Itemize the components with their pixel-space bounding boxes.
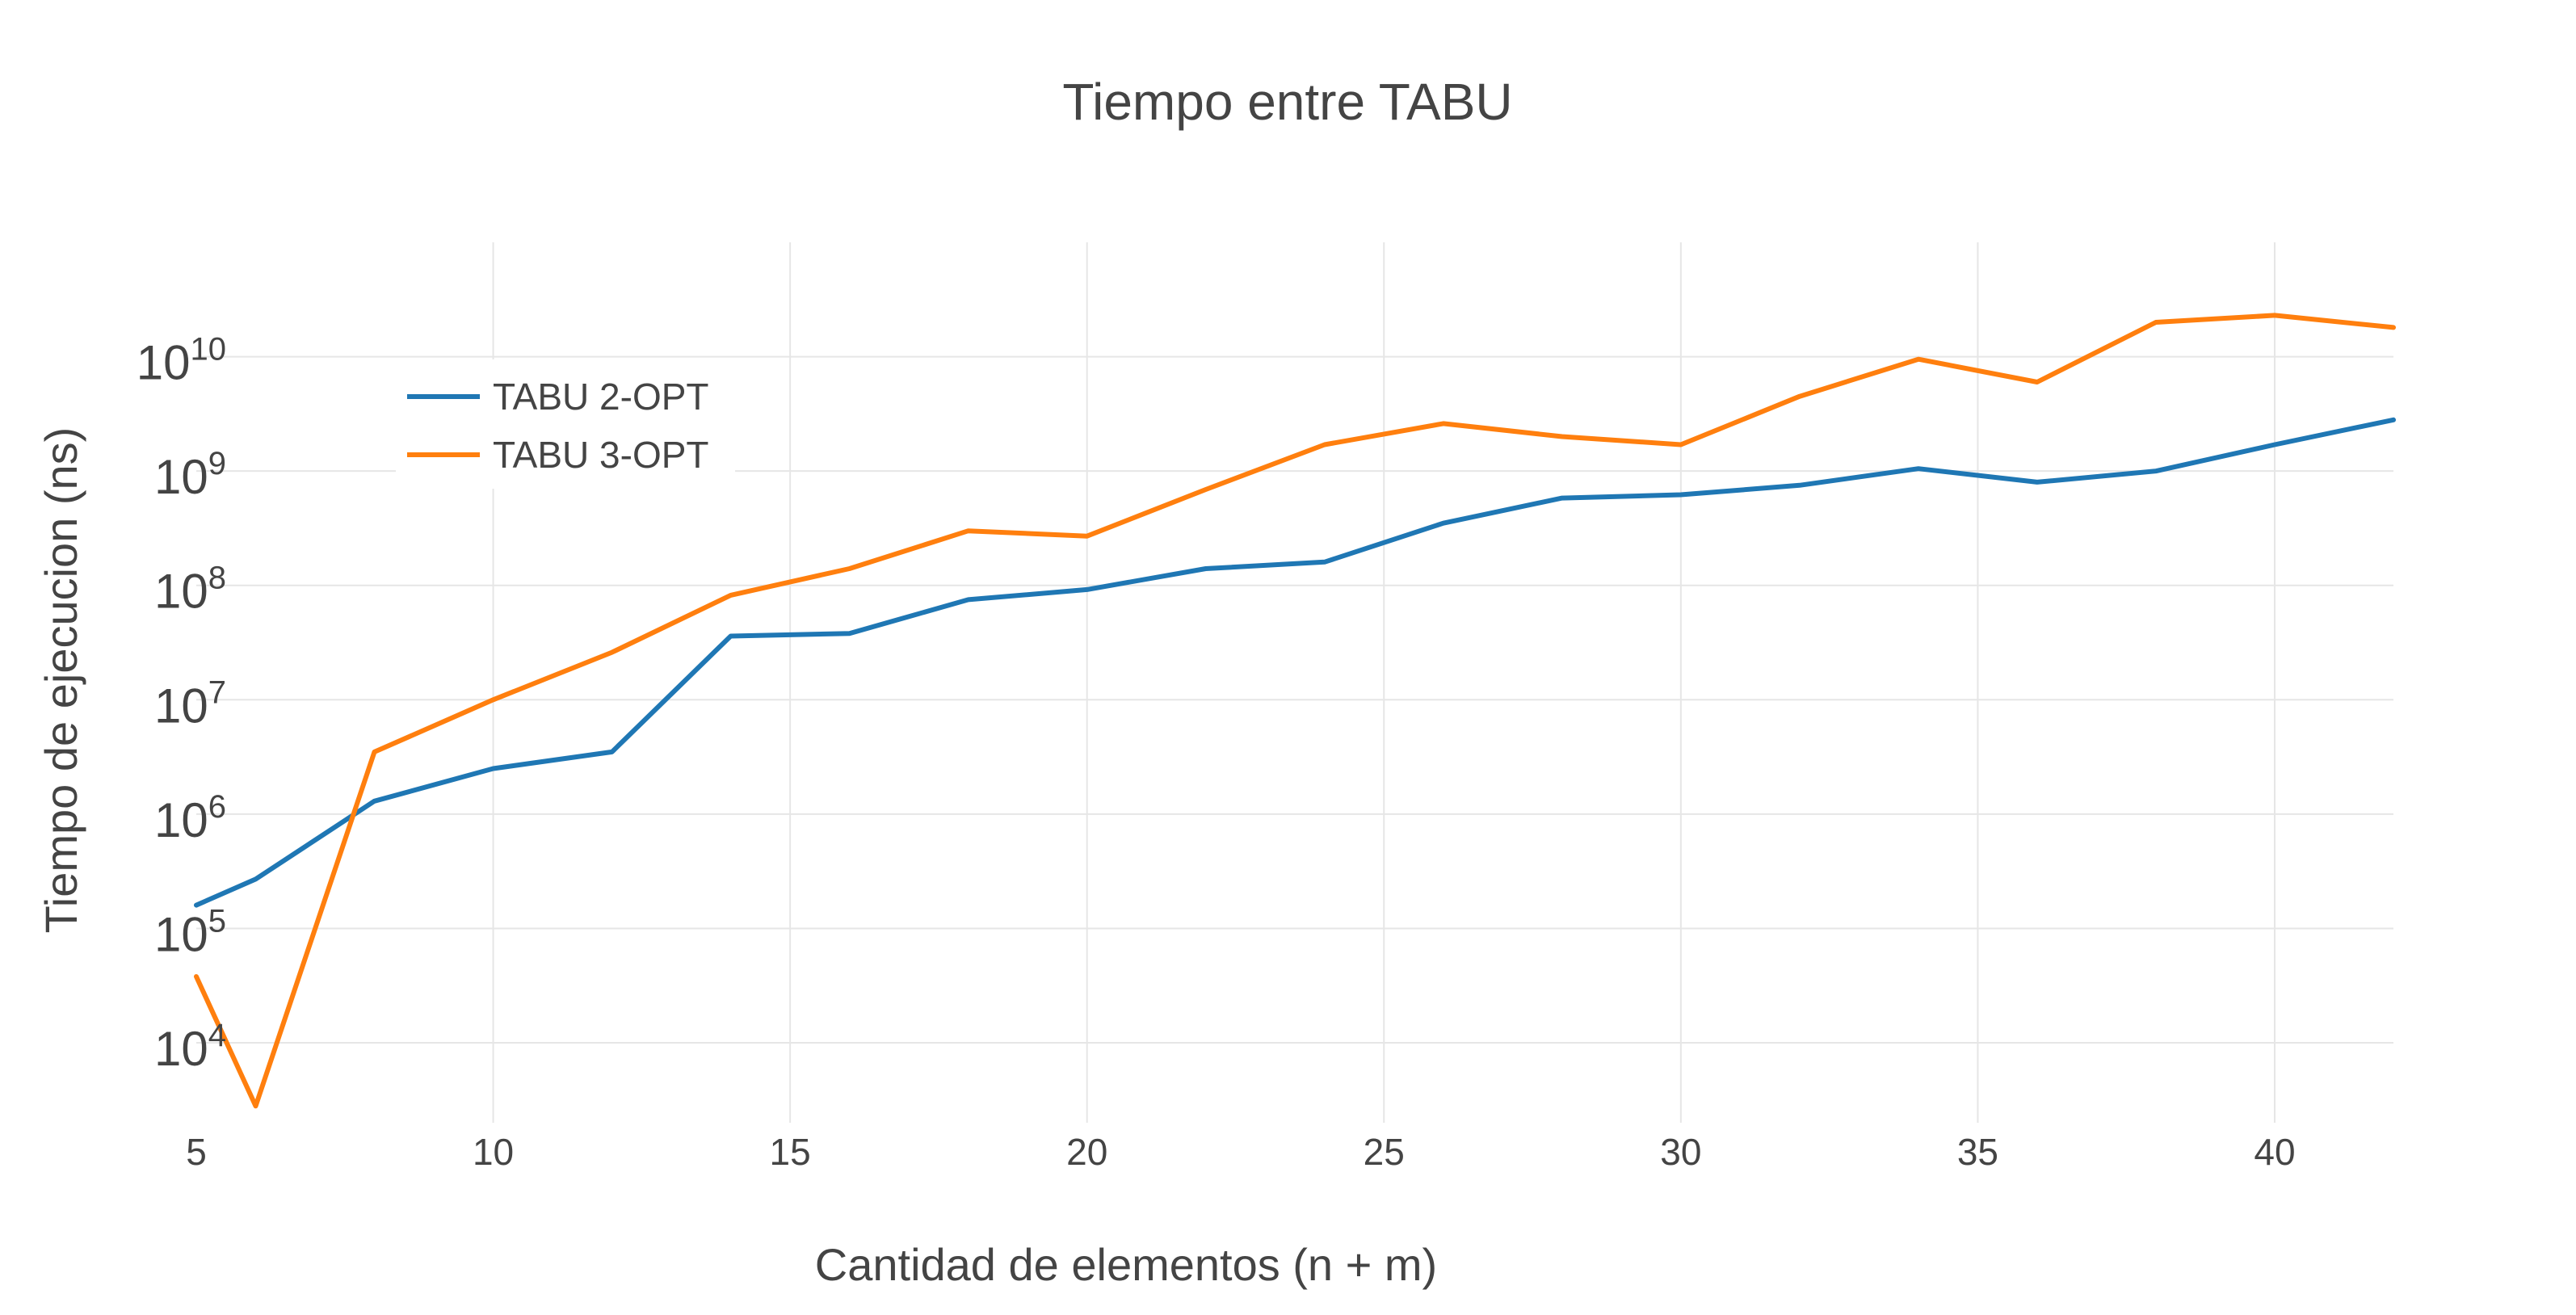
legend-label-tabu-3-opt: TABU 3-OPT xyxy=(493,434,709,476)
series-line-tabu-2-opt xyxy=(194,417,2396,908)
x-axis-ticks: 5 10 15 20 25 30 35 40 xyxy=(186,1131,2295,1173)
x-tick-label: 30 xyxy=(1660,1131,1701,1173)
legend-background xyxy=(396,359,735,489)
legend-label-tabu-2-opt: TABU 2-OPT xyxy=(493,376,709,418)
x-tick-label: 15 xyxy=(770,1131,811,1173)
y-axis-title: Tiempo de ejecucion (ns) xyxy=(36,427,86,934)
chart-title: Tiempo entre TABU xyxy=(1062,73,1512,131)
y-tick-label: 104 xyxy=(154,1018,226,1076)
x-tick-label: 10 xyxy=(473,1131,514,1173)
y-tick-label: 106 xyxy=(154,789,226,847)
x-tick-label: 40 xyxy=(2254,1131,2295,1173)
y-tick-label: 107 xyxy=(154,674,226,733)
series-layer xyxy=(194,313,2396,1109)
y-tick-label: 108 xyxy=(154,561,226,619)
legend: TABU 2-OPT TABU 3-OPT xyxy=(396,359,735,489)
series-line-tabu-3-opt xyxy=(194,313,2396,1109)
x-tick-label: 25 xyxy=(1364,1131,1405,1173)
y-tick-label: 105 xyxy=(154,903,226,961)
x-tick-label: 20 xyxy=(1066,1131,1107,1173)
grid xyxy=(196,242,2393,1123)
x-axis-title: Cantidad de elementos (n + m) xyxy=(815,1239,1437,1290)
y-tick-label: 1010 xyxy=(137,332,226,390)
x-tick-label: 5 xyxy=(186,1131,207,1173)
y-axis-ticks: 104 105 106 107 108 109 1010 xyxy=(137,332,226,1076)
y-tick-label: 109 xyxy=(154,446,226,504)
x-tick-label: 35 xyxy=(1957,1131,1998,1173)
